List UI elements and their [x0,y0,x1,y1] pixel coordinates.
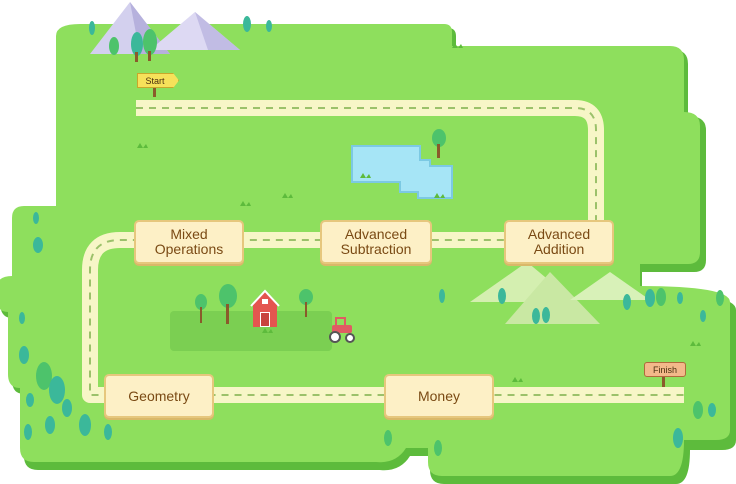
tree [542,307,550,323]
tree [45,416,55,434]
tree [266,20,272,32]
lesson-mixed-operations[interactable]: Mixed Operations [134,220,244,264]
tree [656,288,666,306]
tree [432,129,446,158]
lake [351,145,453,199]
lesson-geometry[interactable]: Geometry [104,374,214,418]
tree [243,16,251,32]
tree [384,430,392,446]
tree [716,290,724,306]
tree [131,32,143,62]
tree [143,29,157,61]
tree [645,289,655,307]
tree [109,37,119,55]
lesson-money[interactable]: Money [384,374,494,418]
lesson-advanced-addition[interactable]: Advanced Addition [504,220,614,264]
tree [532,308,540,324]
tree [104,424,112,440]
tree [219,284,237,324]
tree [33,212,39,224]
tree [693,401,703,419]
lesson-label: Advanced Addition [527,226,591,257]
tree [708,403,716,417]
tree [434,440,442,456]
lesson-label: Mixed Operations [154,226,224,257]
farm-patch [170,311,332,351]
tree [19,346,29,364]
grass-tufts [137,43,701,382]
finish-label: Finish [652,364,677,375]
finish-sign-post [662,377,665,387]
tree [195,294,207,323]
tree [299,289,313,317]
tree [439,289,445,303]
start-label: Start [145,75,165,86]
tractor [329,317,355,343]
barn [250,289,280,327]
tree [673,428,683,448]
tree [62,399,72,417]
tree [498,288,506,304]
tree [24,424,32,440]
tree [33,237,43,253]
start-sign[interactable]: Start [137,73,179,88]
tree [89,21,95,35]
tree [623,294,631,310]
tree [26,393,34,407]
trees [19,16,724,456]
tree [677,292,683,304]
tree [36,362,52,390]
lesson-label: Money [417,387,461,404]
tree [19,312,25,324]
lesson-advanced-subtraction[interactable]: Advanced Subtraction [320,220,432,264]
hills [470,262,650,324]
tree [49,376,65,404]
tree [79,414,91,436]
finish-sign[interactable]: Finish [644,362,686,377]
lesson-label: Geometry [128,387,190,404]
lesson-label: Advanced Subtraction [340,226,412,257]
start-sign-post [153,88,156,97]
tree [700,310,706,322]
